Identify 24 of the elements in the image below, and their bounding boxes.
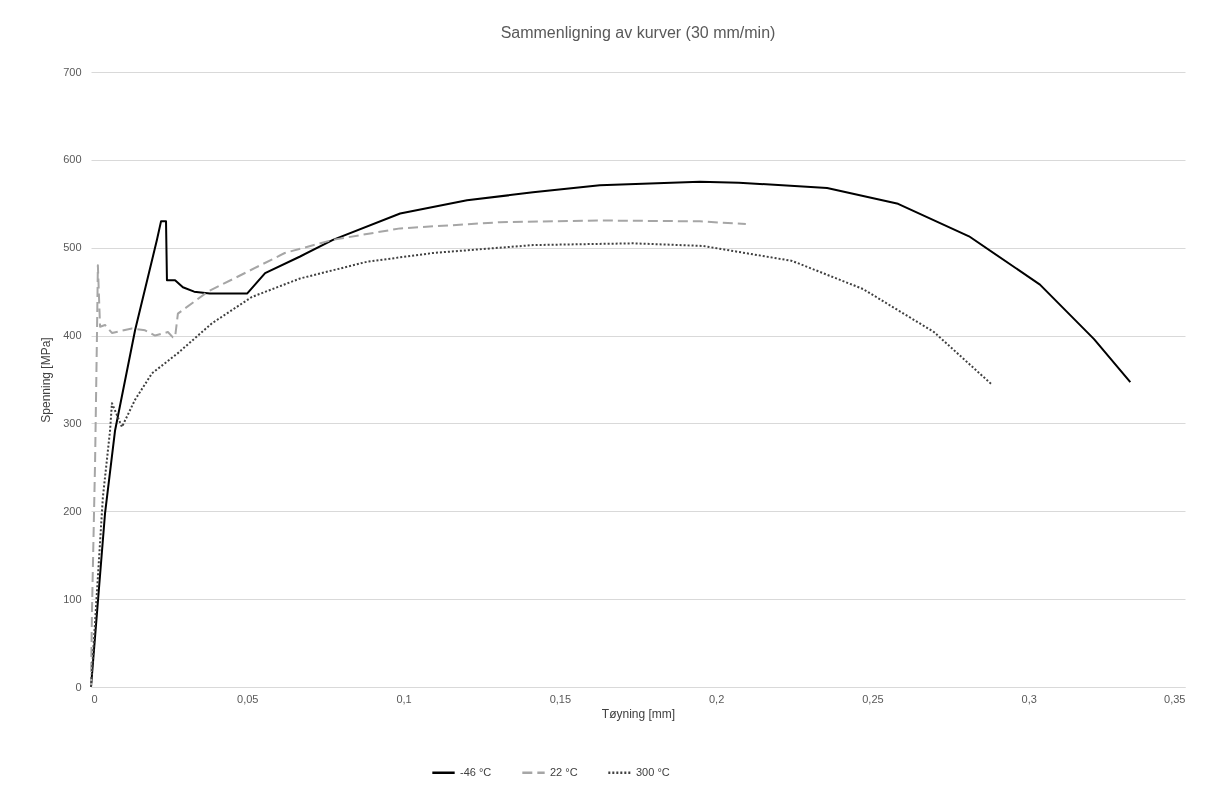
y-tick-label: 0 — [75, 680, 82, 693]
x-tick-label: 0,35 — [1164, 692, 1186, 705]
x-tick-label: 0,05 — [237, 692, 259, 705]
legend-label: 300 °C — [636, 765, 670, 778]
y-tick-label: 700 — [63, 65, 82, 78]
y-axis-title: Spenning [MPa] — [39, 337, 54, 423]
y-tick-label: 300 — [63, 416, 82, 429]
x-axis-title: Tøyning [mm] — [601, 706, 676, 721]
x-tick-label: 0,25 — [862, 692, 884, 705]
chart-title: Sammenligning av kurver (30 mm/min) — [500, 24, 776, 41]
y-tick-label: 200 — [63, 504, 82, 517]
y-tick-label: 600 — [63, 153, 82, 166]
x-tick-label: 0 — [91, 692, 98, 705]
x-tick-label: 0,3 — [1021, 692, 1037, 705]
y-tick-label: 400 — [63, 329, 82, 342]
x-tick-label: 0,2 — [708, 692, 725, 705]
x-tick-label: 0,15 — [549, 692, 572, 705]
y-tick-label: 100 — [63, 592, 82, 605]
line-series — [90, 219, 747, 688]
y-tick-label: 500 — [63, 241, 82, 254]
x-tick-label: 0,1 — [396, 692, 412, 705]
legend-label: -46 °C — [460, 765, 492, 778]
line-series — [90, 242, 994, 688]
legend-label: 22 °C — [550, 765, 578, 778]
